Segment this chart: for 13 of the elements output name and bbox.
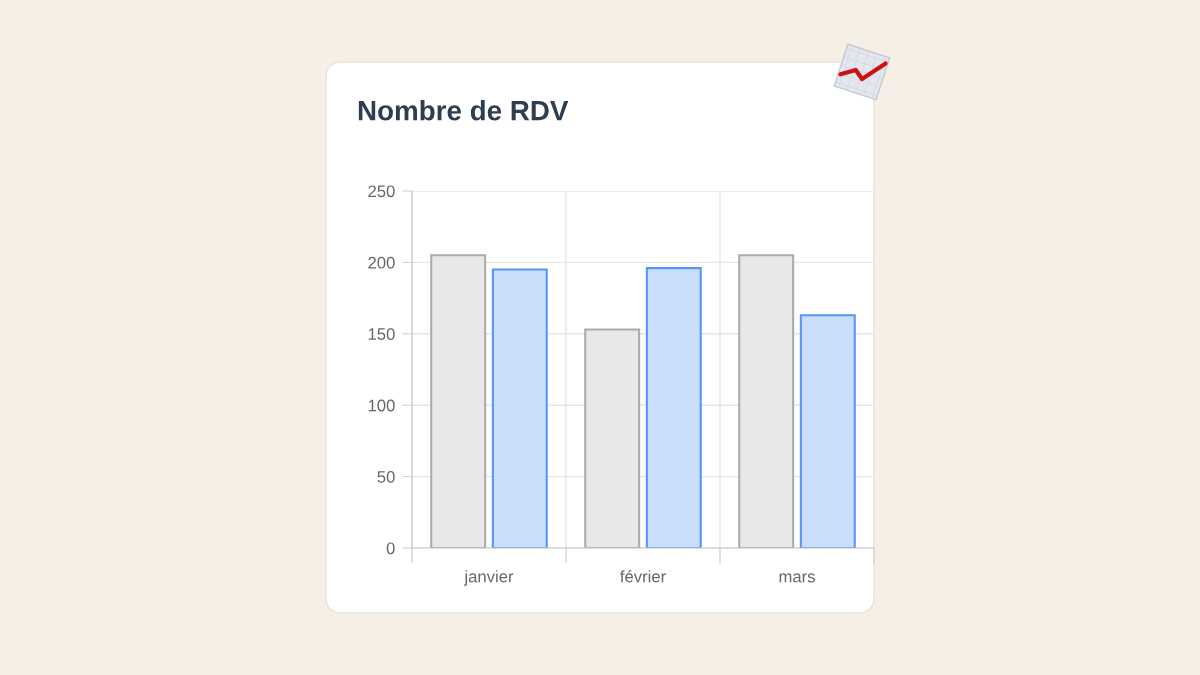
bar [645, 267, 702, 548]
bar [491, 268, 548, 548]
x-tick-label: janvier [464, 570, 514, 586]
y-tick-label: 0 [386, 542, 395, 555]
x-tick-label: février [620, 570, 666, 583]
bar [799, 314, 856, 548]
y-tick-label: 100 [368, 399, 395, 412]
x-tick-label: mars [779, 573, 815, 583]
y-tick-label: 50 [377, 471, 395, 483]
y-tick-label: 250 [368, 185, 395, 198]
y-tick-label: 200 [368, 256, 395, 269]
y-tick-label: 150 [368, 328, 395, 340]
chart-title: Nombre de RDV [358, 100, 569, 121]
